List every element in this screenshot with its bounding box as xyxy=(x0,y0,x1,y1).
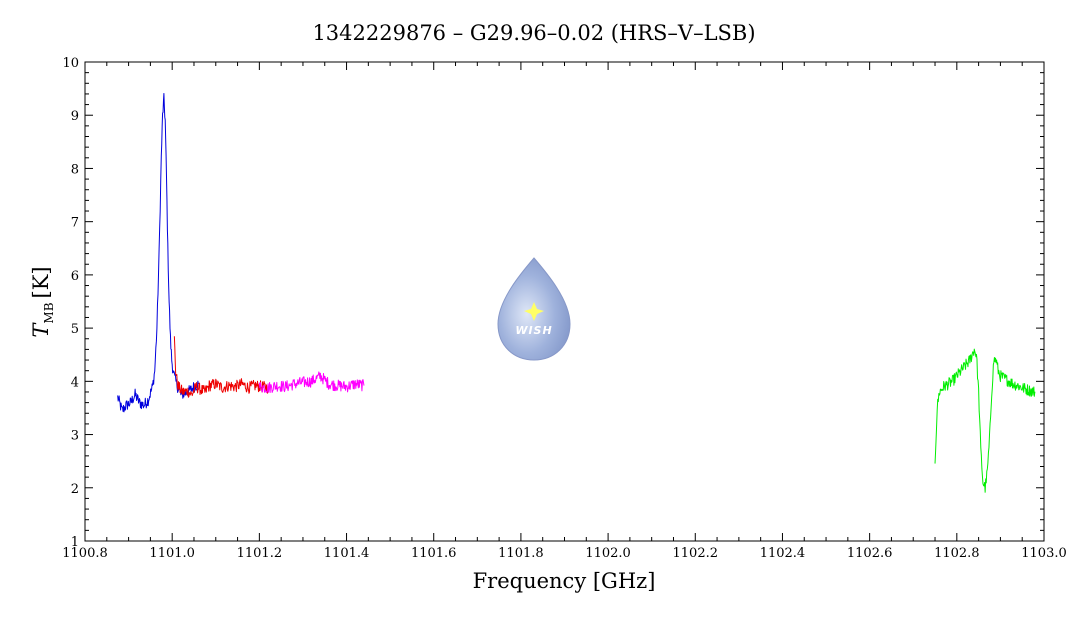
series-line-1 xyxy=(173,336,269,398)
y-axis-label-sub: MB xyxy=(42,302,56,323)
logo-text: WISH xyxy=(515,324,552,337)
y-tick-label: 1 xyxy=(71,535,79,550)
y-axis-label-unit: [K] xyxy=(29,266,53,298)
x-tick-label: 1102.2 xyxy=(673,546,719,561)
series-line-3 xyxy=(934,348,1036,493)
series-line-2 xyxy=(258,371,365,393)
x-tick-label: 1100.8 xyxy=(62,546,108,561)
x-tick-label: 1101.8 xyxy=(498,546,544,561)
y-tick-label: 9 xyxy=(71,109,79,124)
x-tick-label: 1101.6 xyxy=(411,546,457,561)
y-tick-label: 7 xyxy=(71,216,79,231)
y-tick-label: 10 xyxy=(62,56,79,71)
series-line-0 xyxy=(117,92,199,413)
y-tick-label: 3 xyxy=(71,429,79,444)
x-axis-label: Frequency [GHz] xyxy=(473,569,656,593)
y-tick-labels: 1 2 3 4 5 6 7 8 9 10 xyxy=(62,56,79,550)
wish-logo: WISH xyxy=(497,257,571,361)
y-tick-label: 6 xyxy=(71,269,79,284)
x-tick-labels: 1100.8 1101.0 1101.2 1101.4 1101.6 1101.8 1102… xyxy=(62,546,1067,561)
x-tick-label: 1101.2 xyxy=(237,546,283,561)
plot-frame xyxy=(84,61,1045,542)
logo-star-icon xyxy=(524,302,544,321)
y-tick-label: 8 xyxy=(71,162,79,177)
y-tick-label: 2 xyxy=(71,482,79,497)
x-tick-label: 1102.8 xyxy=(934,546,980,561)
x-tick-label: 1103.0 xyxy=(1021,546,1067,561)
y-axis-label-main: T xyxy=(29,322,53,338)
x-tick-label: 1101.0 xyxy=(149,546,195,561)
x-tick-label: 1102.0 xyxy=(585,546,631,561)
plot-area xyxy=(117,92,1036,493)
chart-title: 1342229876 – G29.96–0.02 (HRS–V–LSB) xyxy=(312,21,755,45)
x-tick-label: 1101.4 xyxy=(324,546,370,561)
y-axis-label: TMB [K] xyxy=(29,266,56,337)
y-tick-label: 5 xyxy=(71,322,79,337)
x-tick-label: 1102.6 xyxy=(847,546,893,561)
y-tick-label: 4 xyxy=(71,375,79,390)
axis-ticks xyxy=(84,61,1045,542)
x-tick-label: 1102.4 xyxy=(760,546,806,561)
